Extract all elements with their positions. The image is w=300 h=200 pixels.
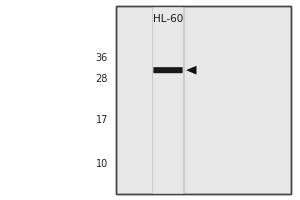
Text: 36: 36 [96,53,108,63]
Bar [152,6,153,194]
Polygon shape [186,66,196,75]
Bar [152,6,184,194]
Text: HL-60: HL-60 [153,14,183,24]
Bar [116,6,291,194]
FancyBboxPatch shape [153,67,183,73]
Bar [183,6,184,194]
Text: 28: 28 [96,74,108,84]
Text: 10: 10 [96,159,108,169]
Text: 17: 17 [96,115,108,125]
Bar [116,6,291,194]
